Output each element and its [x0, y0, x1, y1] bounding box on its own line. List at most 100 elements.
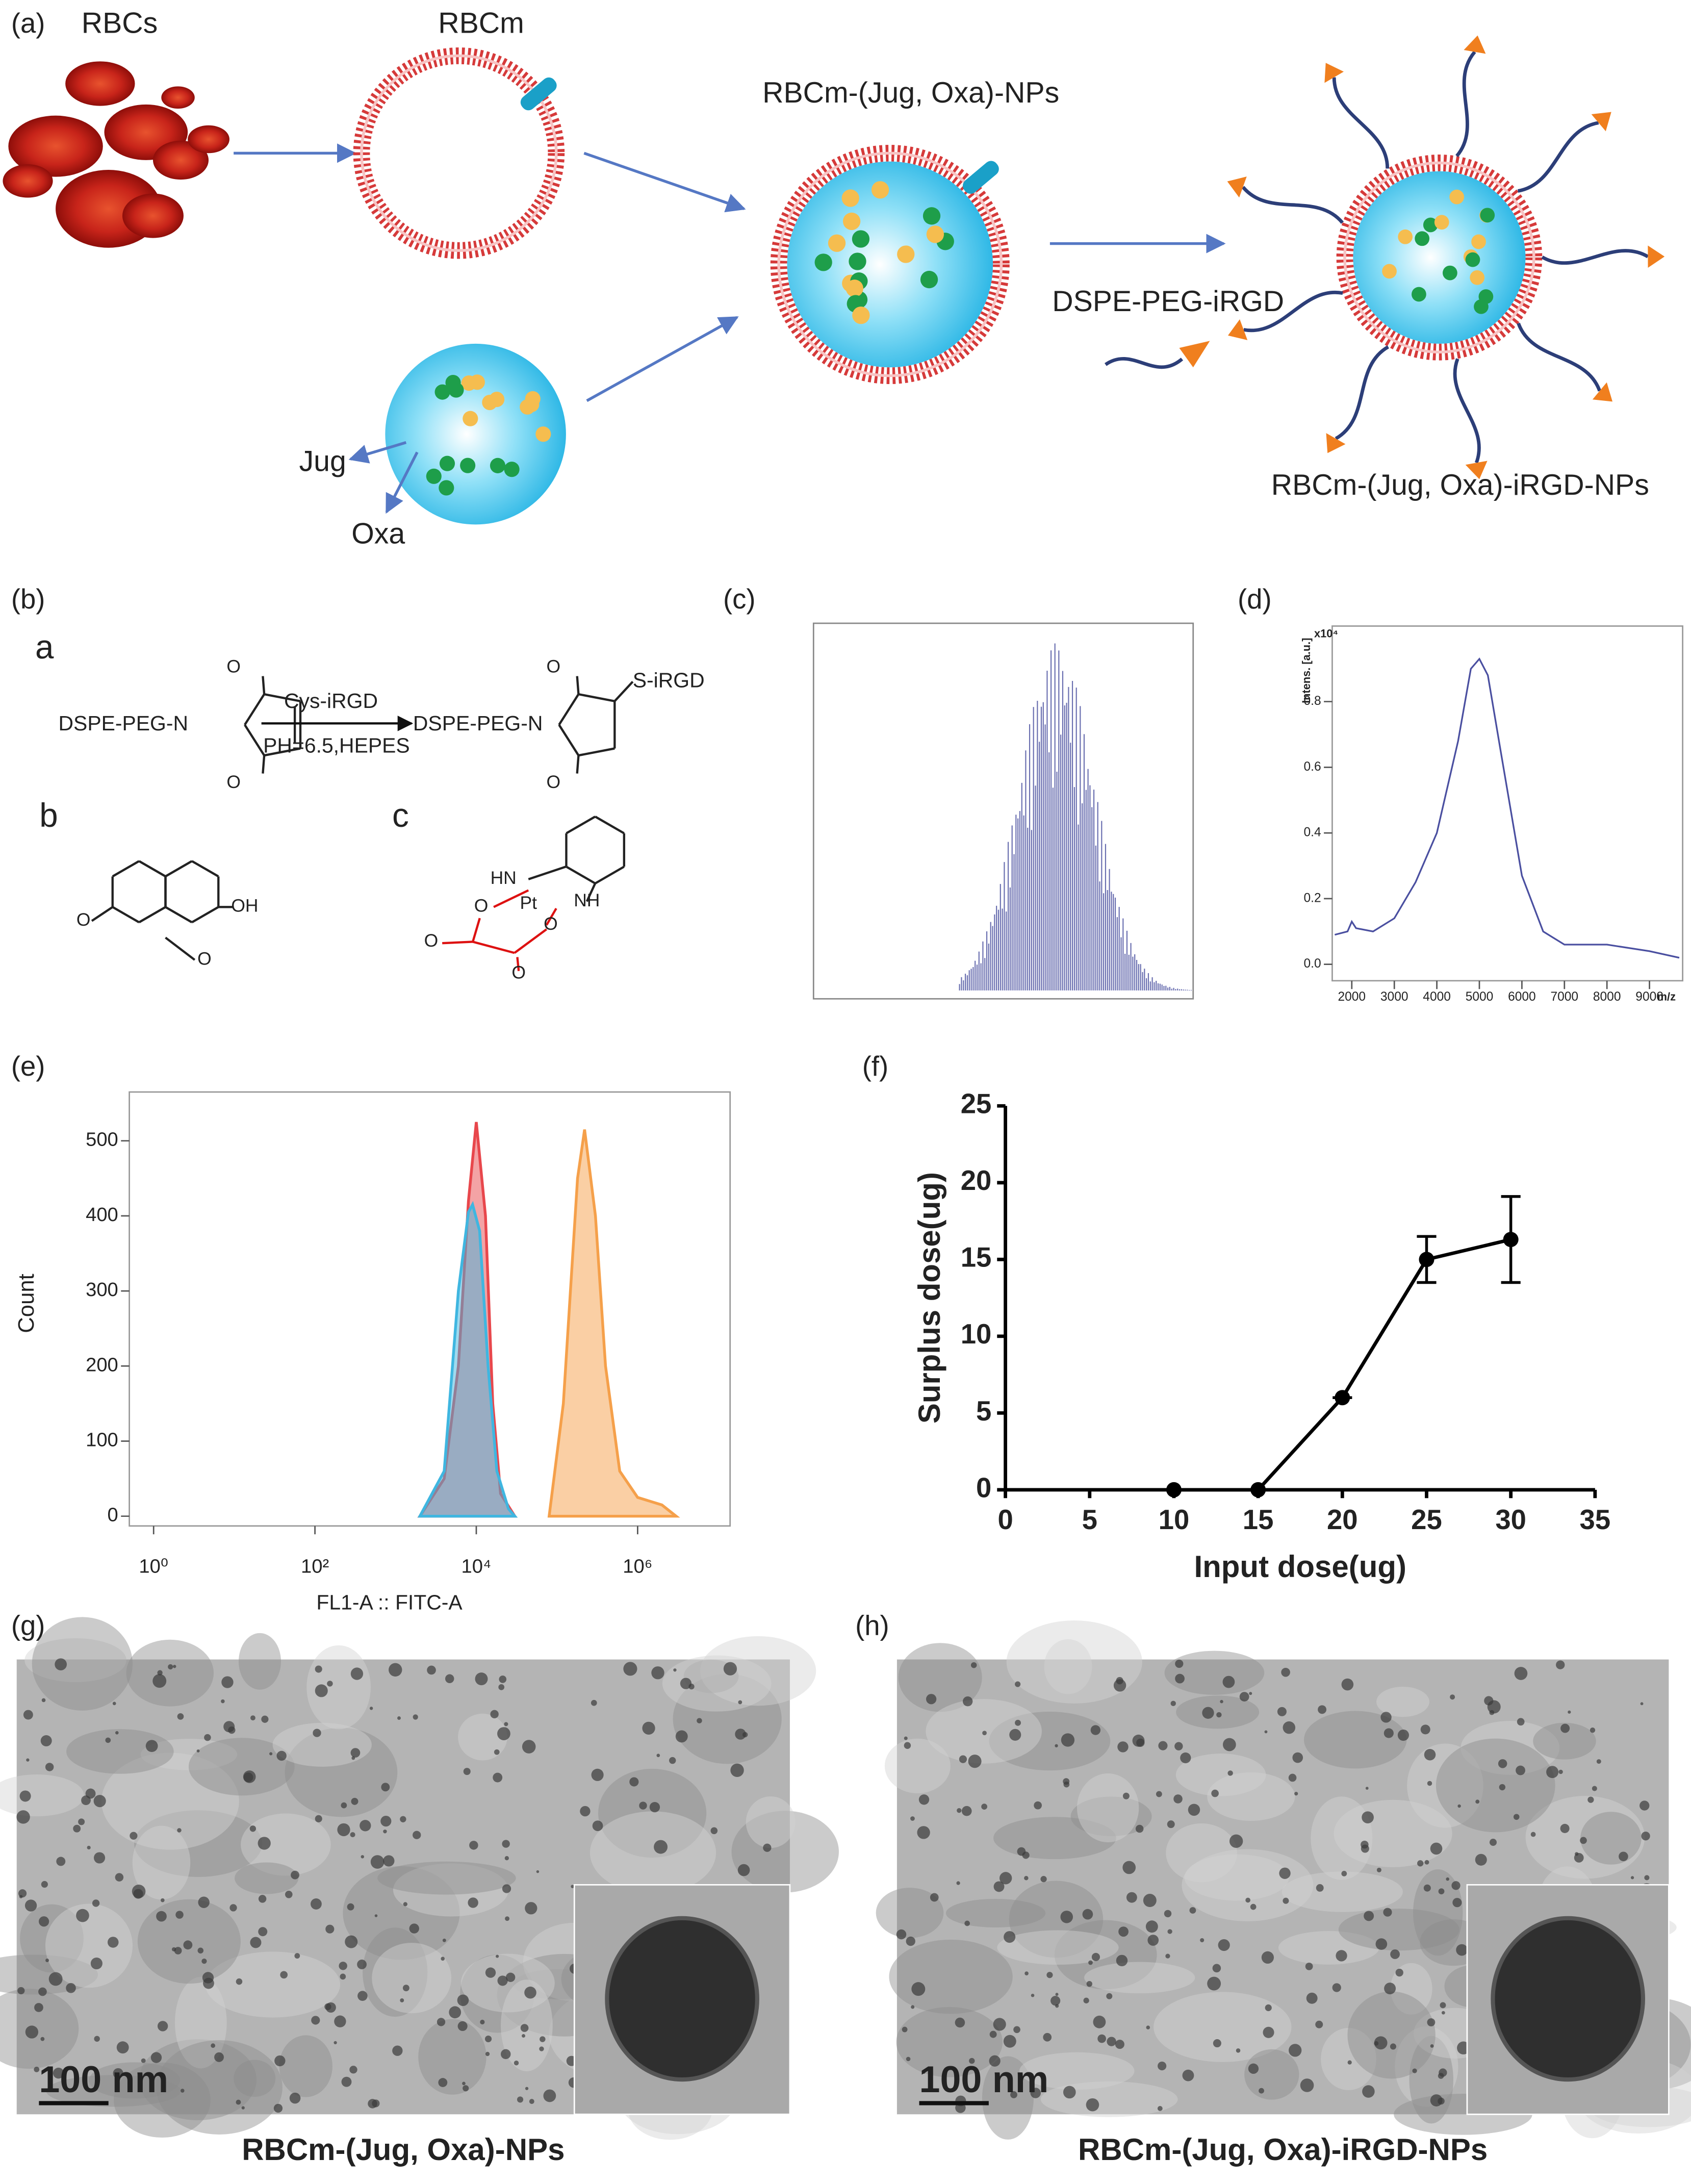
stain-patch [1347, 1991, 1436, 2079]
atom-label: O [76, 909, 91, 930]
drug-dot [1434, 215, 1449, 230]
particle [1283, 1721, 1296, 1734]
drug-dot [463, 411, 478, 426]
particle [1063, 1781, 1070, 1788]
atom-label: OH [231, 896, 258, 916]
schematic-label: DSPE-PEG-iRGD [1052, 285, 1284, 318]
stain-patch [20, 1904, 84, 1973]
particle [1143, 1894, 1157, 1908]
particle [1265, 2004, 1272, 2012]
bond [576, 676, 580, 695]
particle [445, 1674, 454, 1684]
membrane-core [777, 151, 1003, 377]
particle [1592, 1786, 1597, 1791]
particle [1086, 2098, 1099, 2112]
particle [380, 1815, 392, 1827]
stain-patch [1461, 1721, 1560, 1775]
schematic-label: Oxa [351, 517, 405, 550]
particle [1374, 2041, 1379, 2046]
y-multiplier: x10⁴ [1314, 627, 1338, 640]
stain-patch [1054, 1920, 1157, 1990]
stain-patch [343, 1866, 460, 1960]
particle [26, 1758, 30, 1762]
particle [961, 1806, 972, 1816]
particle [1222, 1738, 1236, 1751]
stain-patch [239, 1633, 281, 1690]
particle [457, 1994, 469, 2007]
bond [528, 866, 567, 880]
drug-dot [489, 392, 505, 408]
particle [347, 1903, 354, 1911]
particle [1316, 1884, 1324, 1892]
particle [116, 2041, 129, 2054]
particle [1558, 1769, 1563, 1774]
particle [250, 1715, 255, 1721]
particle [1248, 2063, 1259, 2074]
drug-dot [426, 468, 442, 484]
atom-label: O [226, 656, 241, 677]
particle [402, 1985, 409, 1992]
stain-patch [363, 1927, 428, 2017]
particle [1173, 1794, 1183, 1804]
particle [490, 1710, 499, 1719]
structure-label: b [39, 797, 58, 834]
particle [17, 1987, 25, 1995]
particle [24, 1899, 37, 1912]
red-blood-cell [65, 61, 135, 106]
particle [1147, 1935, 1159, 1946]
particle [1438, 2097, 1445, 2105]
particle [1261, 1951, 1274, 1964]
particle [360, 1820, 371, 1832]
particle [1575, 1852, 1579, 1856]
stain-patch [1019, 2052, 1135, 2090]
particle [738, 1700, 742, 1705]
particle [1587, 1796, 1594, 1803]
particle [1167, 1929, 1172, 1934]
product: DSPE-PEG-N [413, 712, 543, 735]
irgd-head [1464, 35, 1486, 54]
substituent: S-iRGD [633, 668, 705, 692]
stain-patch [1207, 1772, 1295, 1821]
stain-patch [1376, 1686, 1429, 1717]
particle [1390, 2043, 1396, 2050]
caption: RBCm-(Jug, Oxa)-iRGD-NPs [1078, 2132, 1488, 2167]
particle [918, 1794, 930, 1805]
particle [1619, 1851, 1628, 1862]
particle [243, 1772, 253, 1783]
particle [1580, 1837, 1587, 1844]
particle [592, 1820, 603, 1832]
particle [1216, 1712, 1222, 1718]
y-tick-label: 10 [961, 1318, 992, 1350]
particle [1424, 1748, 1436, 1761]
particle [1250, 1903, 1257, 1910]
drug-dot [490, 458, 506, 473]
particle [313, 1729, 321, 1737]
stain-patch [418, 2019, 486, 2095]
y-axis-title: Intens. [a.u.] [1300, 638, 1313, 703]
particle [1427, 1781, 1432, 1786]
irgd-head [1326, 433, 1346, 453]
particle [1430, 2044, 1434, 2048]
stain-patch [1533, 1722, 1596, 1760]
particle [1283, 1897, 1289, 1904]
stain-patch [279, 2035, 332, 2097]
particle [514, 2061, 519, 2066]
particle [78, 1818, 85, 1825]
irgd-head [1648, 245, 1665, 268]
stain-patch [590, 1811, 716, 1894]
particle [357, 1991, 368, 2001]
particle [525, 2087, 529, 2090]
particle [1560, 1823, 1570, 1833]
particle [1259, 2088, 1264, 2094]
particle [261, 1715, 269, 1723]
particle [228, 1726, 236, 1734]
particle [1051, 1996, 1061, 2006]
particle [1090, 1725, 1101, 1735]
particle [1300, 2078, 1314, 2092]
atom-label: O [511, 962, 526, 983]
particle [1452, 1898, 1462, 1908]
stain-patch [1164, 1650, 1265, 1695]
y-axis-title: Count [14, 1274, 39, 1333]
particle [697, 1718, 702, 1723]
particle [45, 1959, 49, 1962]
